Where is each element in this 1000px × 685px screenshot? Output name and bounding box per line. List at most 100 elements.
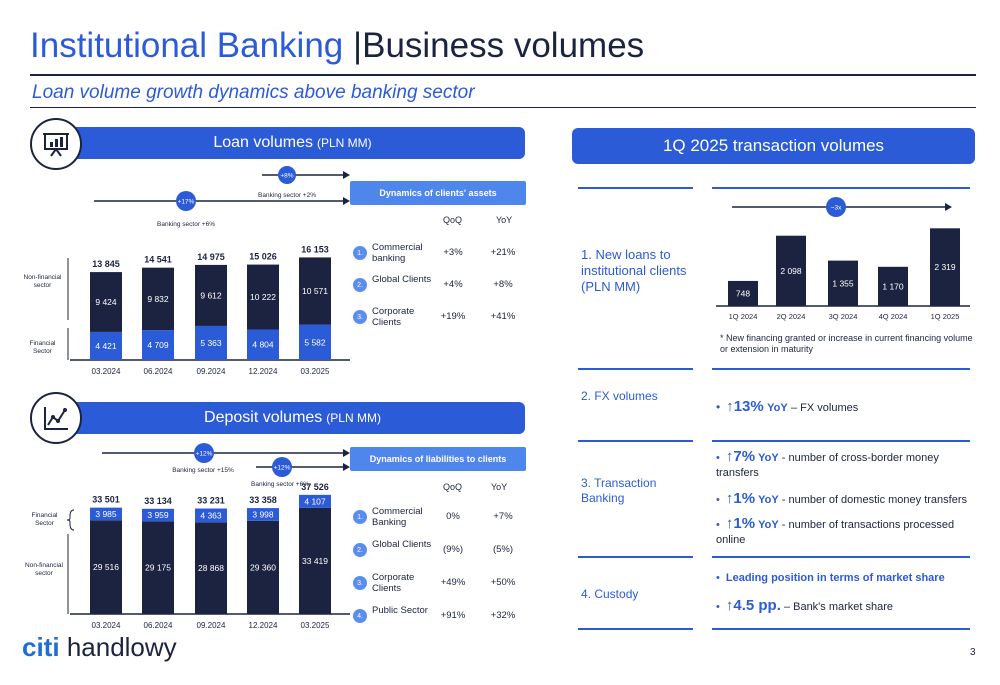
deposit-col-qoq: QoQ [443, 482, 463, 492]
loan-growth-badge-1-circle [176, 191, 196, 211]
bar-label-financial-2: 4 363 [200, 510, 222, 520]
bar-label-financial-0: 4 421 [95, 341, 117, 351]
bar-financial-3 [247, 329, 279, 360]
deposit-col-yoy: YoY [491, 482, 508, 492]
new-loans-bar-3 [878, 266, 908, 306]
deposit-sector-note-2: Banking sector +6% [251, 481, 309, 488]
new-loans-bar-2 [828, 260, 858, 306]
tb-arrow-0: ↑7% [725, 448, 756, 465]
deposits-row-0-label: Commercial Banking [372, 506, 423, 528]
tb-arrow-1: ↑1% [725, 490, 756, 507]
deposit-brace-financial [66, 509, 75, 531]
total-label-2: 33 231 [197, 495, 225, 505]
deposits-row-2-yoy: +50% [490, 577, 516, 588]
bar-label-nonfinancial-4: 10 571 [302, 286, 328, 296]
bar-label-nonfinancial-4: 33 419 [302, 556, 328, 566]
total-label-1: 33 134 [144, 496, 172, 506]
loan-label-financial: Financial Sector [29, 340, 56, 355]
bar-nonfinancial-0 [90, 272, 122, 332]
new-loans-bar-0 [728, 280, 758, 306]
total-label-1: 14 541 [144, 255, 172, 265]
transaction-volumes-banner: 1Q 2025 transaction volumes [572, 128, 975, 164]
logo-handlowy: handlowy [66, 632, 177, 662]
bar-label-nonfinancial-1: 29 175 [145, 563, 171, 573]
deposit-table-title: Dynamics of liabilities to clients [350, 447, 526, 471]
bar-label-nonfinancial-1: 9 832 [147, 294, 169, 304]
bar-financial-4 [299, 324, 331, 360]
citi-handlowy-logo: citi handlowy [22, 632, 177, 663]
fx-arrow: ↑13% [726, 398, 764, 415]
tb-yoy-0: YoY [758, 452, 779, 464]
deposit-banner-unit: (PLN MM) [326, 411, 381, 425]
new-loans-x-tick-4: 1Q 2025 [931, 312, 960, 321]
new-loans-arrow-arrowhead [945, 203, 952, 211]
bar-nonfinancial-4 [299, 507, 331, 614]
new-loans-x-tick-2: 3Q 2024 [829, 312, 858, 321]
deposits-row-0-qoq: 0% [446, 511, 460, 522]
bullet-dot-icon: • [716, 519, 720, 531]
page-subtitle: Loan volume growth dynamics above bankin… [32, 82, 475, 103]
loans-row-0-badge: 1. [353, 246, 367, 260]
presentation-chart-icon [30, 118, 82, 170]
deposit-growth-badge-1-label: +12% [196, 451, 213, 458]
deposits-row-3-label: Public Sector [372, 605, 428, 616]
bar-label-financial-4: 4 107 [304, 496, 326, 506]
fx-text: – FX volumes [791, 402, 859, 414]
total-label-0: 13 845 [92, 259, 120, 269]
loan-sector-note-2: Banking sector +2% [258, 192, 316, 199]
logo-citi: citi [22, 632, 60, 662]
fx-yoy: YoY [767, 402, 788, 414]
loan-growth-badge-2-label: +8% [280, 173, 293, 180]
loan-col-yoy: YoY [496, 215, 513, 225]
loan-growth-badge-2-circle [278, 166, 296, 184]
loan-growth-badge-1-label: +17% [178, 199, 195, 206]
total-label-3: 15 026 [249, 252, 277, 262]
bar-label-nonfinancial-0: 29 516 [93, 562, 119, 572]
line-chart-icon [30, 392, 82, 444]
section3-rule-right [712, 440, 970, 442]
tb-text-2: - number of transactions processed onlin… [716, 519, 955, 546]
tb-yoy-2: YoY [758, 519, 779, 531]
new-loans-bar-label-2: 1 355 [832, 278, 854, 288]
x-tick-label-3: 12.2024 [249, 621, 278, 630]
fx-bullet: • ↑13% YoY – FX volumes [716, 398, 859, 415]
deposit-label-nonfinancial: Non-financial sector [25, 562, 63, 577]
loan-volumes-chart: +17% Banking sector +6% +8% Banking sector … [67, 166, 350, 376]
loan-volumes-banner: Loan volumes (PLN MM) [60, 127, 525, 159]
loans-row-0-yoy: +21% [490, 247, 516, 258]
section2-label: 2. FX volumes [581, 389, 658, 403]
bar-nonfinancial-3 [247, 520, 279, 614]
new-loans-bar-label-3: 1 170 [882, 281, 904, 291]
bar-label-financial-0: 3 985 [95, 509, 117, 519]
deposits-row-2-badge: 3. [353, 576, 367, 590]
bar-nonfinancial-3 [247, 264, 279, 330]
deposit-growth-badge-2-circle [272, 457, 292, 477]
x-tick-label-0: 03.2024 [92, 621, 121, 630]
section4-label: 4. Custody [581, 587, 639, 601]
bar-financial-1 [142, 330, 174, 360]
deposits-row-1-qoq: (9%) [442, 544, 464, 555]
deposit-label-financial: Financial Sector [31, 512, 58, 527]
deposit-banner-title: Deposit volumes [204, 409, 323, 426]
x-tick-label-0: 03.2024 [92, 367, 121, 376]
tb-text-1: - number of domestic money transfers [781, 494, 967, 506]
loan-banner-unit: (PLN MM) [316, 136, 372, 150]
bar-nonfinancial-1 [142, 521, 174, 614]
bar-financial-2 [195, 508, 227, 523]
section2-rule-right [712, 368, 970, 370]
bar-nonfinancial-4 [299, 257, 331, 325]
loan-sector-note-1: Banking sector +6% [157, 221, 215, 228]
deposit-volumes-banner: Deposit volumes (PLN MM) [60, 402, 525, 434]
custody-bullet-2: • ↑4.5 pp. – Bank's market share [716, 597, 894, 614]
loans-row-2-badge: 3. [353, 310, 367, 324]
total-label-4: 16 153 [301, 244, 329, 254]
title-part1: Institutional Banking [30, 26, 344, 65]
new-loans-growth-badge-circle [826, 197, 846, 217]
loans-row-1-label: Global Clients [372, 274, 432, 285]
bar-label-nonfinancial-3: 10 222 [250, 292, 276, 302]
page-number: 3 [970, 647, 976, 658]
new-loans-bar-label-4: 2 319 [934, 262, 956, 272]
bar-nonfinancial-2 [195, 522, 227, 614]
bar-label-financial-3: 4 804 [252, 340, 274, 350]
bar-label-nonfinancial-2: 9 612 [200, 290, 222, 300]
